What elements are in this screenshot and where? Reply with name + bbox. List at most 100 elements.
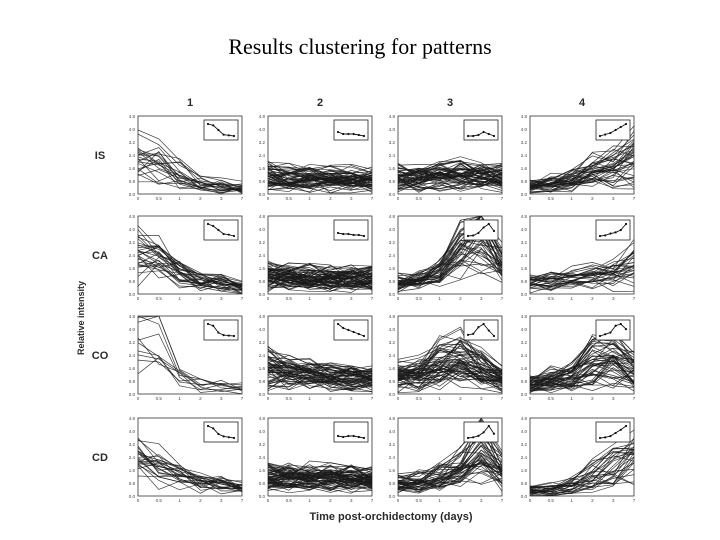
x-tick-label: 2 (591, 396, 594, 401)
pattern-inset-point (619, 322, 622, 326)
profile-line (398, 355, 502, 381)
x-tick-label: 0.5 (548, 196, 555, 201)
y-tick-label: 1.6 (521, 468, 528, 473)
pattern-inset-point (487, 222, 490, 226)
y-tick-label: 0.0 (521, 392, 528, 397)
profile-line (138, 251, 242, 290)
profile-line (398, 357, 502, 379)
x-tick-label: 0 (137, 296, 140, 301)
profile-line (530, 334, 634, 382)
x-tick-label: 1 (570, 296, 573, 301)
x-tick-label: 3 (480, 296, 483, 301)
y-tick-label: 3.2 (521, 240, 528, 245)
pattern-inset-point (217, 432, 220, 436)
y-tick-label: 1.6 (521, 266, 528, 271)
profile-line (398, 368, 502, 394)
y-tick-label: 0.0 (521, 494, 528, 499)
profile-line (530, 370, 634, 390)
profile-line (268, 273, 372, 290)
y-tick-label: 0.8 (389, 279, 396, 284)
y-tick-label: 3.2 (259, 442, 266, 447)
profile-line (398, 163, 502, 176)
pattern-inset-point (232, 334, 236, 338)
pattern-inset (333, 119, 369, 141)
profile-line (268, 161, 372, 182)
pattern-inset-point (227, 134, 230, 137)
profile-line (268, 166, 372, 176)
row-label-co: CO (92, 350, 109, 362)
pattern-inset-point (472, 234, 475, 237)
profile-line (398, 347, 502, 377)
pattern-inset-point (472, 332, 475, 335)
y-tick-label: 4.0 (521, 429, 528, 434)
x-tick-label: 0.5 (416, 296, 423, 301)
y-tick-label: 0.8 (521, 481, 528, 486)
profile-line (530, 254, 634, 287)
x-tick-label: 3 (480, 396, 483, 401)
profile-line (530, 449, 634, 496)
pattern-inset (333, 421, 369, 443)
pattern-inset-point (609, 331, 612, 334)
x-tick-label: 7 (501, 296, 504, 301)
pattern-inset-point (357, 332, 360, 336)
panel-is-4: 0.0 0.8 1.6 2.4 3.2 4.0 4.8 0 0.5 1 2 3 7 (521, 114, 636, 201)
y-tick-label: 0.0 (389, 392, 396, 397)
profile-line (530, 134, 634, 185)
x-tick-label: 7 (633, 196, 636, 201)
profile-line (268, 364, 372, 386)
pattern-inset-point (342, 232, 345, 236)
panel-ca-3: 0.0 0.8 1.6 2.4 3.2 4.0 4.8 0 0.5 1 2 3 7 (389, 214, 504, 301)
profile-line (138, 133, 242, 190)
profile-line (138, 437, 242, 488)
x-tick-label: 0.5 (286, 396, 293, 401)
profile-line (530, 362, 634, 392)
profile-line (268, 181, 372, 194)
pattern-inset (333, 219, 369, 241)
pattern-inset-point (614, 431, 617, 435)
pattern-inset-point (217, 128, 220, 132)
y-tick-label: 4.0 (259, 227, 266, 232)
pattern-inset-point (487, 424, 490, 428)
y-tick-label: 0.0 (129, 192, 136, 197)
pattern-inset-point (619, 228, 622, 232)
profile-line (530, 363, 634, 388)
x-tick-label: 2 (199, 296, 202, 301)
y-tick-label: 2.4 (389, 153, 396, 158)
profile-line (268, 264, 372, 272)
profile-line (268, 182, 372, 187)
profile-line (398, 347, 502, 376)
x-tick-label: 1 (438, 296, 441, 301)
y-tick-label: 0.0 (259, 292, 266, 297)
profile-line (530, 265, 634, 289)
pattern-inset-point (227, 436, 230, 439)
pattern-inset-point (352, 330, 355, 334)
x-tick-label: 0.5 (416, 196, 423, 201)
x-tick-label: 3 (350, 196, 353, 201)
y-tick-label: 4.0 (259, 127, 266, 132)
pattern-inset-point (477, 434, 480, 437)
x-tick-label: 3 (220, 396, 223, 401)
x-tick-label: 2 (591, 196, 594, 201)
profile-line (268, 179, 372, 192)
x-tick-label: 2 (459, 396, 462, 401)
row-label-ca: CA (92, 250, 108, 262)
column-label-1: 1 (187, 97, 193, 109)
profile-line (138, 451, 242, 489)
profile-line (268, 269, 372, 278)
x-tick-label: 7 (241, 498, 244, 503)
y-tick-label: 0.0 (259, 392, 266, 397)
profile-line (268, 477, 372, 493)
panel-cd-4: 0.0 0.8 1.6 2.4 3.2 4.0 4.8 0 0.5 1 2 3 7 (521, 416, 636, 503)
x-tick-label: 0 (529, 196, 532, 201)
y-tick-label: 4.8 (259, 314, 266, 319)
x-tick-label: 0.5 (416, 498, 423, 503)
profile-line (268, 368, 372, 387)
y-tick-label: 2.4 (521, 353, 528, 358)
y-tick-label: 2.4 (129, 455, 136, 460)
y-tick-label: 0.8 (259, 279, 266, 284)
panel-is-3: 0.0 0.8 1.6 2.4 3.2 4.0 4.8 0 0.5 1 2 3 7 (389, 114, 504, 201)
x-tick-label: 1 (178, 396, 181, 401)
profile-line (268, 179, 372, 189)
pattern-inset-point (357, 133, 360, 137)
x-tick-label: 2 (459, 498, 462, 503)
